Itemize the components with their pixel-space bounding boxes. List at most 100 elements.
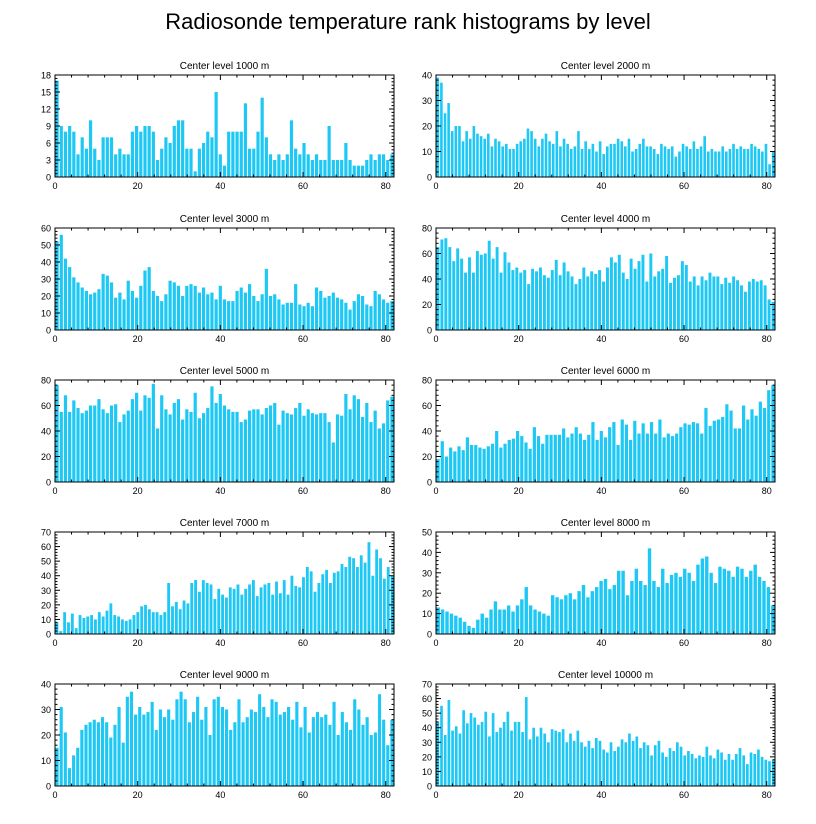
- histogram-bar: [742, 405, 746, 482]
- histogram-bar: [639, 748, 642, 786]
- histogram-bar: [222, 299, 227, 330]
- histogram-bar: [669, 282, 673, 330]
- histogram-bar: [147, 267, 151, 330]
- histogram-bar: [584, 141, 587, 177]
- y-tick-label: 40: [422, 71, 432, 81]
- histogram-bar: [109, 603, 113, 634]
- histogram-bar: [264, 137, 268, 177]
- histogram-bar: [151, 383, 155, 482]
- histogram-bar: [373, 160, 377, 177]
- histogram-bar: [754, 415, 758, 482]
- histogram-bar: [683, 755, 687, 786]
- histogram-bar: [340, 564, 344, 634]
- histogram-bar: [328, 724, 332, 786]
- histogram-bar: [290, 575, 294, 634]
- histogram-bar: [84, 290, 88, 330]
- histogram-bar: [183, 699, 187, 786]
- histogram-bar: [613, 143, 616, 177]
- histogram-bar: [566, 437, 570, 483]
- histogram-bar: [757, 576, 762, 634]
- histogram-bar: [117, 706, 121, 786]
- histogram-bar: [591, 748, 594, 786]
- panel-9: Center level 9000 m 0 10 20 30 40 0 20 40 60 80: [41, 670, 395, 800]
- histogram-bar: [674, 156, 678, 177]
- histogram-bar: [390, 301, 394, 330]
- histogram-bar: [440, 609, 445, 634]
- histogram-bar: [598, 740, 602, 786]
- histogram-bar: [721, 416, 725, 482]
- y-tick-label: 12: [41, 105, 51, 115]
- histogram-bar: [323, 297, 327, 330]
- histogram-bar: [181, 296, 185, 330]
- histogram-bar: [661, 752, 664, 786]
- histogram-bar: [642, 138, 645, 177]
- y-tick-label: 20: [41, 731, 51, 741]
- histogram-bar: [386, 400, 390, 482]
- histogram-bar: [548, 141, 551, 177]
- histogram-bar: [124, 620, 128, 634]
- y-tick-label: 10: [422, 767, 432, 777]
- histogram-bar: [656, 587, 661, 634]
- histogram-bar: [210, 292, 214, 330]
- histogram-bar: [220, 706, 224, 786]
- histogram-bar: [486, 133, 490, 177]
- histogram-bar: [725, 404, 729, 482]
- histogram-bar: [68, 411, 72, 483]
- histogram-bar: [118, 422, 122, 482]
- histogram-bar: [458, 126, 461, 177]
- histogram-bar: [675, 433, 679, 482]
- histogram-bar: [554, 259, 558, 331]
- histogram-bar: [231, 411, 235, 483]
- histogram-bar: [299, 727, 303, 786]
- histogram-bar: [665, 583, 669, 634]
- histogram-bar: [635, 736, 639, 786]
- histogram-bar: [736, 280, 740, 330]
- histogram-bar: [168, 280, 172, 330]
- histogram-bar: [661, 568, 665, 634]
- histogram-bar: [704, 280, 708, 330]
- histogram-bar: [92, 719, 96, 786]
- histogram-bar: [669, 574, 674, 634]
- histogram-bar: [59, 631, 63, 634]
- histogram-bar: [76, 282, 80, 330]
- histogram-bar: [340, 712, 344, 786]
- histogram-bar: [285, 413, 289, 482]
- histogram-bar: [447, 103, 450, 177]
- y-tick-label: 0: [427, 782, 432, 792]
- histogram-bar: [113, 724, 117, 786]
- histogram-bar: [190, 583, 194, 634]
- histogram-bar: [63, 395, 68, 482]
- histogram-bar: [214, 92, 218, 177]
- panel-title: Center level 6000 m: [561, 366, 651, 377]
- histogram-bar: [499, 447, 503, 482]
- histogram-bar: [386, 745, 390, 786]
- histogram-bar: [537, 611, 542, 634]
- histogram-bar: [249, 709, 253, 786]
- histogram-bar: [277, 154, 281, 177]
- histogram-bar: [68, 126, 72, 177]
- histogram-bar: [528, 448, 532, 482]
- histogram-bar: [185, 409, 189, 482]
- histogram-bar: [572, 740, 576, 786]
- histogram-bar: [97, 289, 101, 330]
- histogram-bar: [507, 262, 511, 330]
- panel-title: Center level 1000 m: [180, 61, 270, 72]
- histogram-bar: [243, 419, 248, 482]
- histogram-bar: [264, 268, 268, 330]
- histogram-bar: [309, 571, 313, 634]
- histogram-bar: [629, 439, 633, 482]
- histogram-bar: [340, 160, 344, 177]
- histogram-bar: [90, 615, 94, 634]
- histogram-bar: [324, 714, 328, 786]
- y-tick-label: 60: [41, 224, 51, 234]
- histogram-bar: [498, 609, 502, 634]
- histogram-bar: [240, 594, 244, 634]
- histogram-bar: [503, 252, 507, 330]
- histogram-bar: [344, 143, 348, 177]
- histogram-bar: [251, 580, 255, 634]
- y-tick-label: 30: [41, 275, 51, 285]
- histogram-bar: [729, 410, 733, 482]
- histogram-bar: [298, 402, 302, 482]
- histogram-bar: [753, 753, 757, 786]
- histogram-bar: [270, 699, 274, 786]
